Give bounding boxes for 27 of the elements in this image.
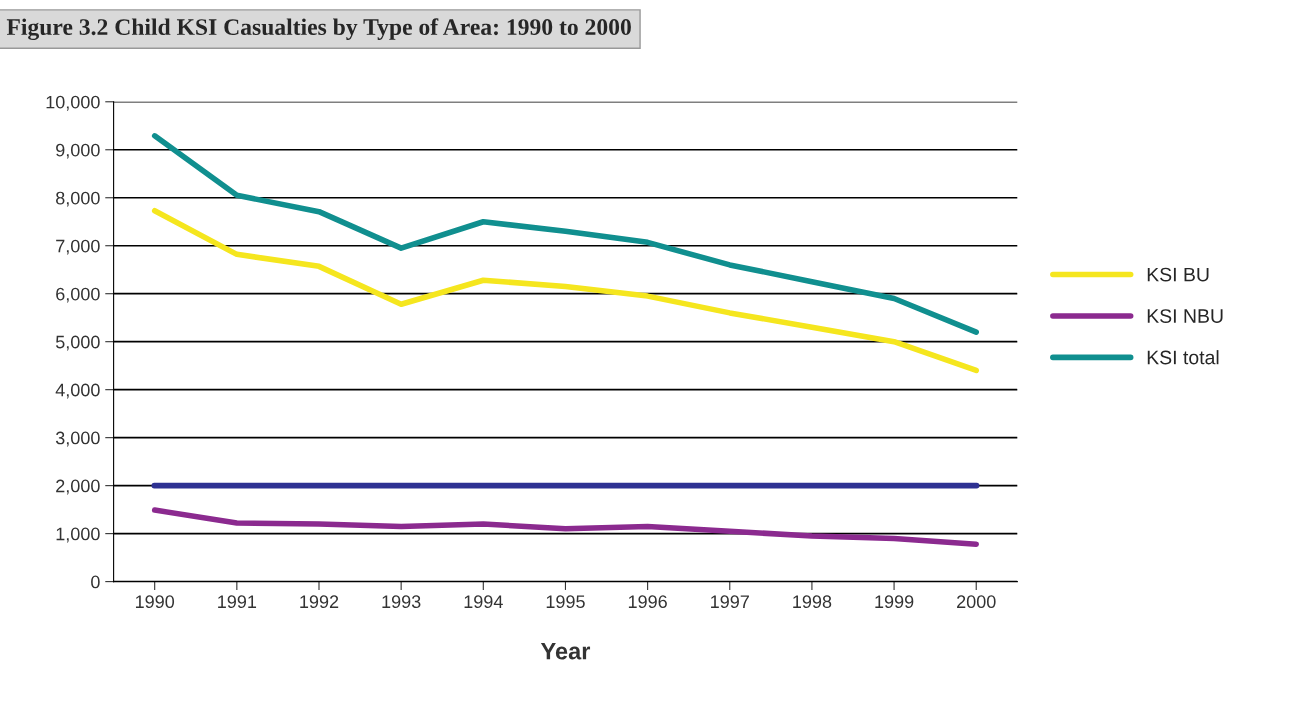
y-tick-label: 6,000 bbox=[56, 287, 100, 303]
x-tick-label: 1993 bbox=[382, 595, 421, 609]
y-tick-label: 0 bbox=[91, 575, 100, 589]
x-tick-label: 1998 bbox=[793, 595, 832, 609]
legend-label: KSI total bbox=[1147, 350, 1219, 365]
legend-label: KSI BU bbox=[1147, 267, 1209, 282]
x-axis-title: Year bbox=[540, 643, 591, 660]
x-tick-label: 1994 bbox=[464, 595, 503, 609]
y-tick-label: 2,000 bbox=[56, 479, 100, 495]
y-tick-label: 1,000 bbox=[56, 527, 100, 543]
y-tick-label: 3,000 bbox=[55, 431, 100, 447]
x-tick-label: 1999 bbox=[875, 595, 914, 609]
x-tick-label: 1991 bbox=[218, 595, 257, 609]
x-tick-label: 1990 bbox=[135, 595, 175, 609]
y-tick-label: 10,000 bbox=[46, 95, 100, 111]
y-tick-label: 5,000 bbox=[55, 335, 100, 351]
x-tick-label: 2000 bbox=[957, 595, 996, 609]
x-tick-label: 1996 bbox=[628, 595, 667, 609]
y-tick-label: 8,000 bbox=[56, 191, 100, 207]
x-tick-label: 1992 bbox=[300, 595, 339, 609]
x-tick-label: 1997 bbox=[711, 595, 749, 609]
y-tick-label: 4,000 bbox=[55, 383, 100, 399]
y-tick-label: 9,000 bbox=[56, 143, 100, 159]
x-tick-label: 1995 bbox=[546, 595, 585, 609]
legend-label: KSI NBU bbox=[1147, 309, 1223, 323]
y-tick-label: 7,000 bbox=[56, 239, 100, 255]
chart-title: Figure 3.2 Child KSI Casualties by Type of Area: 1990 to 2000 bbox=[6, 18, 631, 41]
